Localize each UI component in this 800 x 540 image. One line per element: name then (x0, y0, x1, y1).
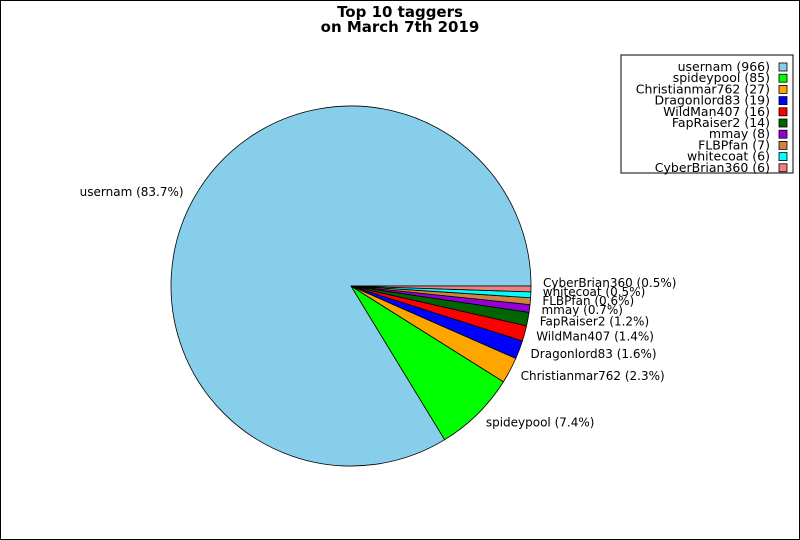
slice-label-spideypool: spideypool (7.4%) (486, 416, 595, 430)
legend-swatch-christianmar762 (778, 85, 788, 94)
legend-swatch-dragonlord83 (778, 96, 788, 105)
slice-label-fapraiser2: FapRaiser2 (1.2%) (540, 314, 649, 328)
pie-labels: usernam (83.7%) spideypool (7.4%) Christia… (80, 185, 677, 430)
pie-slice-cyberbrian360 (350, 285, 532, 293)
legend-label-flbpfan: FLBPfan (7) (698, 137, 770, 152)
chart-subtitle: on March 7th 2019 (321, 18, 480, 36)
slice-label-christianmar762: Christianmar762 (2.3%) (521, 369, 665, 383)
slice-label-usernam: usernam (83.7%) (80, 185, 184, 199)
legend-label-dragonlord83: Dragonlord83 (19) (655, 93, 770, 108)
legend-label-usernam: usernam (966) (678, 59, 770, 74)
chart-title: Top 10 taggers (337, 3, 463, 21)
legend-swatch-whitecoat (778, 152, 788, 162)
legend-swatch-fapraiser2 (778, 118, 788, 128)
legend-swatch-wildman407 (778, 107, 788, 117)
legend: usernam (966)spideypool (85)Christianmar… (620, 54, 794, 175)
legend-swatch-flbpfan (778, 140, 788, 150)
legend-box (620, 54, 794, 174)
legend-label-mmay: mmay (8) (709, 126, 770, 141)
legend-swatch-usernam (778, 62, 788, 72)
legend-label-wildman407: WildMan407 (16) (663, 104, 770, 119)
pie-slices (170, 105, 532, 467)
legend-swatch-spideypool (778, 73, 788, 83)
legend-swatch-mmay (778, 129, 788, 139)
legend-label-spideypool: spideypool (85) (673, 70, 770, 85)
legend-label-whitecoat: whitecoat (6) (687, 149, 770, 164)
slice-label-flbpfan: FLBPfan (0.6%) (542, 294, 634, 308)
slice-label-wildman407: WildMan407 (1.4%) (536, 330, 654, 344)
legend-label-fapraiser2: FapRaiser2 (14) (672, 115, 770, 130)
slice-label-dragonlord83: Dragonlord83 (1.6%) (531, 347, 657, 361)
slice-label-whitecoat: whitecoat (0.5%) (543, 285, 646, 299)
slice-label-mmay: mmay (0.7%) (541, 303, 623, 317)
legend-label-christianmar762: Christianmar762 (27) (636, 81, 770, 96)
legend-swatch-cyberbrian360 (778, 163, 788, 173)
slice-label-cyberbrian360: CyberBrian360 (0.5%) (543, 276, 676, 290)
legend-label-cyberbrian360: CyberBrian360 (6) (655, 160, 770, 175)
